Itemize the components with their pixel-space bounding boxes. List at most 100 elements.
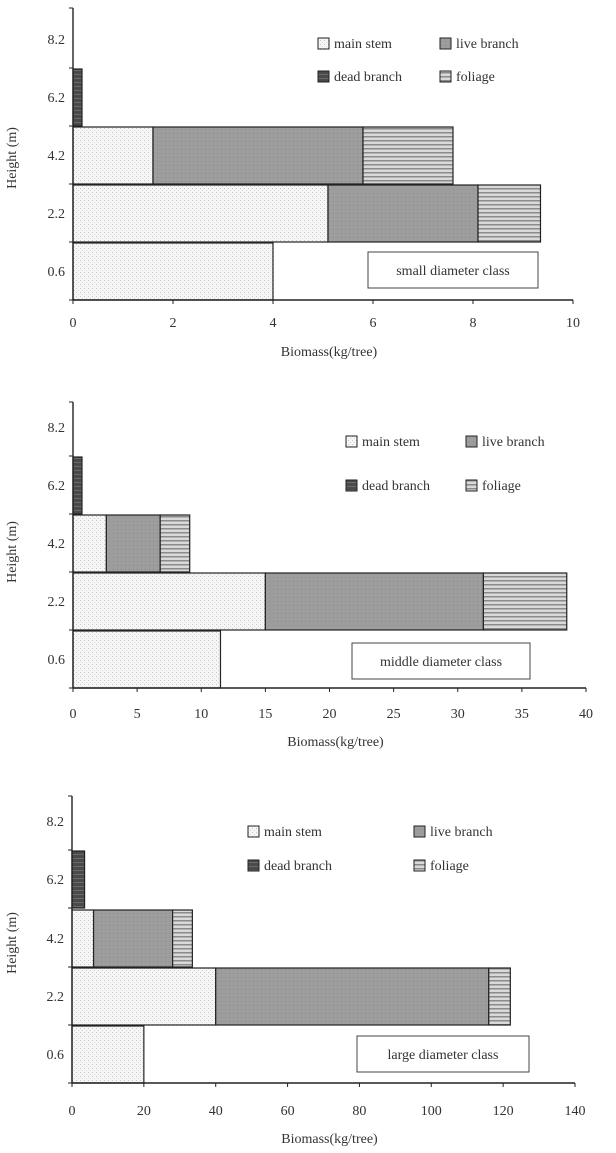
class-label: large diameter class <box>388 1048 499 1063</box>
class-label-box <box>367 251 539 289</box>
x-tick-label: 4 <box>270 316 277 331</box>
legend-swatch-live-branch <box>413 825 426 838</box>
y-tick-label: 8.2 <box>48 33 66 48</box>
x-tick-label: 6 <box>370 316 377 331</box>
bar-live-branch-2.2 <box>215 967 490 1026</box>
legend-swatch-main-stem <box>317 37 330 50</box>
bar-live-branch-2.2 <box>264 572 484 631</box>
bar-main-stem-2.2 <box>71 967 217 1026</box>
legend-label-dead-branch: dead branch <box>362 479 430 494</box>
y-axis-title: Height (m) <box>5 521 20 583</box>
y-tick-label: 4.2 <box>48 537 66 552</box>
bar-foliage-2.2 <box>482 572 568 631</box>
y-tick-label: 6.2 <box>48 479 66 494</box>
bar-live-branch-4.2 <box>105 514 161 573</box>
legend-label-main-stem: main stem <box>264 825 322 840</box>
x-tick-label: 0 <box>70 707 77 722</box>
x-tick-label: 60 <box>281 1104 295 1119</box>
legend-label-dead-branch: dead branch <box>264 859 332 874</box>
x-tick-label: 80 <box>352 1104 366 1119</box>
legend: main stem live branch dead branch foliage <box>247 825 493 874</box>
x-tick-label: 2 <box>170 316 177 331</box>
legend-swatch-main-stem <box>345 435 358 448</box>
bar-foliage-4.2 <box>172 909 193 968</box>
bar-dead-branch-6.2 <box>72 68 83 127</box>
x-tick-label: 15 <box>258 707 272 722</box>
x-tick-label: 10 <box>566 316 580 331</box>
legend-swatch-foliage <box>439 70 452 83</box>
bar-main-stem-2.2 <box>72 184 329 243</box>
legend-swatch-dead-branch <box>345 479 358 492</box>
legend-swatch-live-branch <box>439 37 452 50</box>
y-tick-label: 2.2 <box>48 595 66 610</box>
x-tick-label: 20 <box>323 707 337 722</box>
bar-live-branch-4.2 <box>92 909 174 968</box>
x-tick-label: 25 <box>387 707 401 722</box>
y-tick-label: 0.6 <box>48 265 66 280</box>
bar-foliage-4.2 <box>159 514 191 573</box>
y-tick-label: 4.2 <box>47 932 65 947</box>
x-tick-label: 40 <box>209 1104 223 1119</box>
x-axis-title: Biomass(kg/tree) <box>287 735 384 750</box>
bar-main-stem-4.2 <box>72 126 154 185</box>
x-tick-label: 0 <box>69 1104 76 1119</box>
legend-label-main-stem: main stem <box>362 435 420 450</box>
y-tick-label: 2.2 <box>48 207 66 222</box>
legend-label-live-branch: live branch <box>430 825 493 840</box>
bar-main-stem-4.2 <box>72 514 107 573</box>
bar-live-branch-4.2 <box>152 126 364 185</box>
x-tick-label: 100 <box>421 1104 442 1119</box>
x-tick-label: 140 <box>565 1104 586 1119</box>
y-tick-label: 8.2 <box>47 815 65 830</box>
x-tick-label: 35 <box>515 707 529 722</box>
x-tick-label: 8 <box>470 316 477 331</box>
chart-panel-1: 0.6 2.2 4.2 6.2 8.2 0 2 4 6 8 10 Biomass(kg/tree) He… <box>5 7 580 360</box>
bar-foliage-2.2 <box>477 184 542 243</box>
legend-swatch-foliage <box>465 479 478 492</box>
legend-swatch-foliage <box>413 859 426 872</box>
legend: main stem live branch dead branch foliage <box>345 435 545 494</box>
class-label-box <box>356 1035 530 1073</box>
bar-dead-branch-6.2 <box>72 456 83 515</box>
x-axis-title: Biomass(kg/tree) <box>281 345 378 360</box>
legend-swatch-dead-branch <box>317 70 330 83</box>
bar-main-stem-4.2 <box>71 909 95 968</box>
y-tick-label: 4.2 <box>48 149 66 164</box>
y-tick-label: 0.6 <box>47 1048 65 1063</box>
legend-label-foliage: foliage <box>456 70 495 85</box>
bar-dead-branch-6.2 <box>71 850 86 909</box>
x-tick-label: 0 <box>70 316 77 331</box>
legend-label-foliage: foliage <box>482 479 521 494</box>
bar-foliage-4.2 <box>362 126 454 185</box>
class-label: middle diameter class <box>380 655 502 670</box>
x-tick-label: 5 <box>134 707 141 722</box>
y-tick-label: 2.2 <box>47 990 65 1005</box>
legend-swatch-live-branch <box>465 435 478 448</box>
chart-panel-3: 0.6 2.2 4.2 6.2 8.2 0 20 40 60 80 100 120 140 Biomass… <box>5 795 586 1147</box>
legend-label-foliage: foliage <box>430 859 469 874</box>
class-label-box <box>351 642 531 680</box>
legend-label-dead-branch: dead branch <box>334 70 402 85</box>
bar-main-stem-0.6 <box>72 630 222 689</box>
x-tick-label: 120 <box>493 1104 514 1119</box>
chart-panel-2: 0.6 2.2 4.2 6.2 8.2 0 5 10 15 20 25 30 35 40 Biomass(k… <box>5 401 593 750</box>
y-tick-label: 6.2 <box>47 873 65 888</box>
x-tick-label: 10 <box>194 707 208 722</box>
bar-main-stem-2.2 <box>72 572 266 631</box>
legend: main stem live branch dead branch foliage <box>317 37 519 85</box>
legend-swatch-dead-branch <box>247 859 260 872</box>
x-axis-title: Biomass(kg/tree) <box>281 1132 378 1147</box>
y-axis-title: Height (m) <box>5 127 20 189</box>
bar-main-stem-0.6 <box>71 1025 145 1084</box>
legend-label-main-stem: main stem <box>334 37 392 52</box>
y-tick-label: 0.6 <box>48 653 66 668</box>
bar-main-stem-0.6 <box>72 242 274 301</box>
y-tick-label: 8.2 <box>48 421 66 436</box>
legend-label-live-branch: live branch <box>456 37 519 52</box>
y-axis-title: Height (m) <box>5 912 20 974</box>
x-tick-label: 30 <box>451 707 465 722</box>
legend-label-live-branch: live branch <box>482 435 545 450</box>
y-tick-label: 6.2 <box>48 91 66 106</box>
x-tick-label: 40 <box>579 707 593 722</box>
